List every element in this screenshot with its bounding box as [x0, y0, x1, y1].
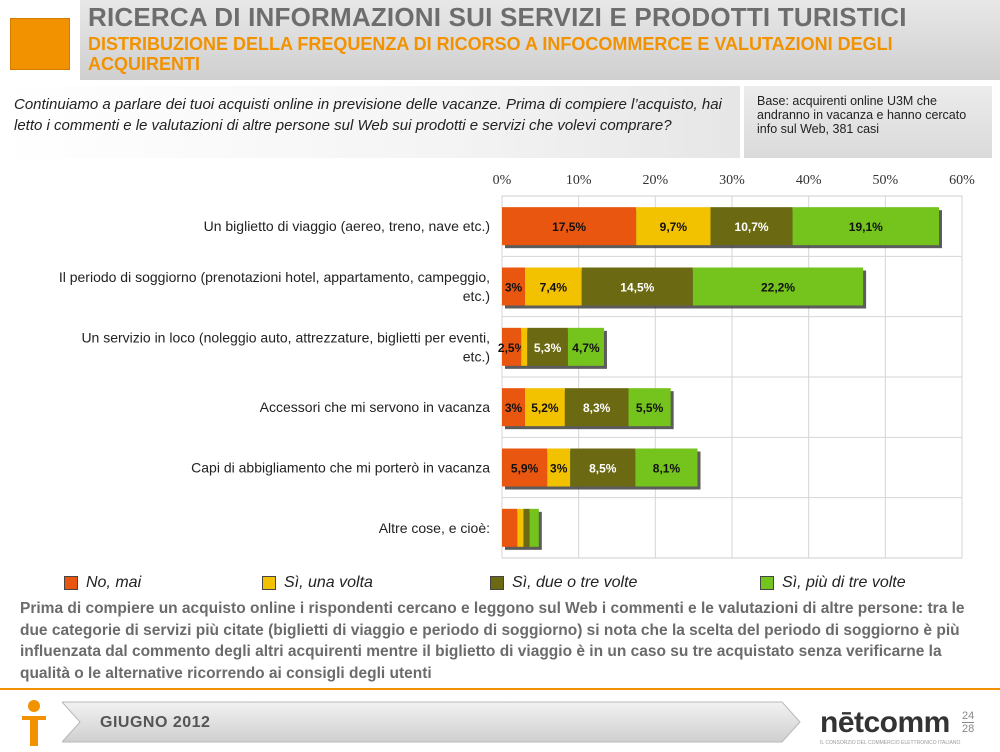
x-tick-label: 0% [493, 173, 512, 188]
bar-segment [502, 327, 522, 366]
brand-square-icon [10, 18, 70, 70]
legend-swatch [262, 576, 276, 590]
page-current: 24 [962, 710, 975, 723]
bar-segment [521, 327, 528, 366]
bar-data-label: 5,9% [511, 462, 539, 476]
x-tick-label: 40% [796, 173, 822, 188]
bar-segment [523, 508, 530, 547]
bar-segment [502, 267, 525, 306]
legend-label: No, mai [86, 574, 142, 591]
legend-item: Sì, due o tre volte [490, 574, 637, 592]
legend-item: Sì, più di tre volte [760, 574, 906, 592]
bar-data-label: 8,3% [583, 401, 611, 415]
footnote: Prima di compiere un acquisto online i r… [20, 600, 965, 682]
bar-segment [502, 388, 525, 427]
category-label: Capi di abbigliamento che mi porterò in … [191, 460, 490, 476]
bar-segment [581, 267, 693, 306]
bar-data-label: 9,7% [660, 220, 688, 234]
bar-segment [502, 508, 518, 547]
x-tick-label: 20% [642, 173, 668, 188]
legend-swatch [490, 576, 504, 590]
bar-segment [517, 508, 524, 547]
bar-segment [692, 267, 864, 306]
x-tick-label: 50% [872, 173, 898, 188]
legend-label: Sì, due o tre volte [512, 574, 638, 591]
bar-segment [710, 207, 793, 246]
legend-swatch [64, 576, 78, 590]
bar-data-label: 3% [505, 401, 523, 415]
bar-data-label: 8,1% [653, 462, 681, 476]
footer-divider [0, 688, 1000, 690]
bar-data-label: 10,7% [735, 220, 769, 234]
bar-data-label: 8,5% [589, 462, 617, 476]
bar-data-label: 5,2% [531, 401, 559, 415]
category-label: Un servizio in loco (noleggio auto, attr… [81, 329, 490, 345]
bar-data-label: 3% [550, 462, 568, 476]
bar-segment [635, 448, 698, 487]
category-label: Il periodo di soggiorno (prenotazioni ho… [59, 269, 490, 285]
stacked-bar-chart: 0% 10% 20% 30% 40% 50% 60% Un biglietto di via… [59, 173, 975, 559]
legend-swatch [760, 576, 774, 590]
page-number: 24 28 [962, 710, 975, 735]
bar-data-label: 17,5% [552, 220, 586, 234]
category-label: etc.) [463, 348, 490, 364]
footer-arrow-band [62, 701, 801, 743]
bar-data-label: 7,4% [540, 281, 568, 295]
logo-tagline: IL CONSORZIO DEL COMMERCIO ELETTRONICO I… [820, 740, 961, 746]
bar-segment [547, 448, 571, 487]
legend-item: Sì, una volta [262, 574, 373, 592]
person-icon [22, 700, 46, 746]
bar-data-label: 22,2% [761, 281, 795, 295]
bar-segment [564, 388, 629, 427]
category-label: etc.) [463, 288, 490, 304]
bar-segment [628, 388, 671, 427]
question-band [0, 86, 740, 158]
bar-segment [636, 207, 711, 246]
survey-question: Continuiamo a parlare dei tuoi acquisti … [14, 96, 722, 134]
category-label: Accessori che mi servono in vacanza [260, 399, 491, 415]
page-total: 28 [962, 723, 975, 735]
legend-label: Sì, una volta [284, 574, 373, 591]
bar-segment [567, 327, 604, 366]
x-tick-label: 60% [949, 173, 975, 188]
bar-data-label: 19,1% [849, 220, 883, 234]
bar-segment [527, 327, 568, 366]
page-title: RICERCA DI INFORMAZIONI SUI SERVIZI E PR… [88, 2, 907, 32]
sample-base: Base: acquirenti online U3M che andranno… [757, 94, 967, 136]
bar-segment [525, 388, 565, 427]
footer-date: GIUGNO 2012 [100, 714, 211, 731]
category-label: Altre cose, e cioè: [379, 520, 490, 536]
page-subtitle: DISTRIBUZIONE DELLA FREQUENZA DI RICORSO… [88, 34, 893, 74]
bar-segment [570, 448, 636, 487]
x-tick-label: 10% [566, 173, 592, 188]
bar-segment [502, 207, 637, 246]
category-label: Un biglietto di viaggio (aereo, treno, n… [204, 218, 490, 234]
bar-segment [792, 207, 939, 246]
bar-data-label: 3% [505, 281, 523, 295]
legend-item: No, mai [64, 574, 141, 592]
x-tick-label: 30% [719, 173, 745, 188]
bar-data-label: 5,3% [534, 341, 562, 355]
header-band [80, 0, 1000, 80]
base-box [744, 86, 992, 158]
bar-data-label: 14,5% [620, 281, 654, 295]
bar-segment [502, 448, 548, 487]
bar-data-label: 2,5% [498, 341, 526, 355]
netcomm-logo: nētcomm [820, 706, 950, 739]
bar-data-label: 4,7% [572, 341, 600, 355]
bar-segment [529, 508, 539, 547]
bar-segment [525, 267, 582, 306]
bar-data-label: 5,5% [636, 401, 664, 415]
legend-label: Sì, più di tre volte [782, 574, 906, 591]
